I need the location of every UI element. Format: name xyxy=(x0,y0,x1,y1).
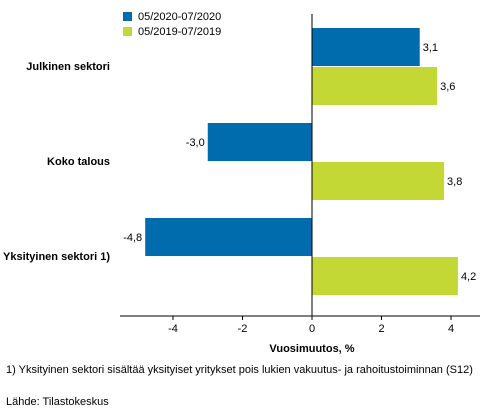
category-label-0: Julkinen sektori xyxy=(26,61,110,73)
chart-footnote: 1) Yksityinen sektori sisältää yksityise… xyxy=(6,364,473,376)
bar-0-1 xyxy=(207,123,312,161)
bar-1-1 xyxy=(312,162,445,200)
legend-swatch-2019 xyxy=(123,27,132,36)
bar-1-2 xyxy=(312,257,458,295)
chart-source: Lähde: Tilastokeskus xyxy=(6,396,109,408)
x-tick-label-1: -2 xyxy=(238,323,248,335)
data-label-1-1: 3,8 xyxy=(447,176,462,188)
x-tick-label-0: -4 xyxy=(168,323,178,335)
data-label-0-0: 3,1 xyxy=(423,42,438,54)
data-label-0-1: -3,0 xyxy=(186,137,205,149)
data-label-0-2: -4,8 xyxy=(123,232,142,244)
x-tick-label-4: 4 xyxy=(448,323,454,335)
x-tick-label-2: 0 xyxy=(309,323,315,335)
x-tick-label-3: 2 xyxy=(378,323,384,335)
legend-label-2020: 05/2020-07/2020 xyxy=(138,10,222,23)
category-label-2: Yksityinen sektori 1) xyxy=(3,251,110,263)
legend-swatch-2020 xyxy=(123,12,132,21)
legend-label-2019: 05/2019-07/2019 xyxy=(138,25,222,38)
chart-legend: 05/2020-07/2020 05/2019-07/2019 xyxy=(123,9,221,39)
legend-item-2019: 05/2019-07/2019 xyxy=(123,24,221,39)
bar-0-2 xyxy=(145,218,312,256)
data-label-1-0: 3,6 xyxy=(440,81,455,93)
bar-1-0 xyxy=(312,67,438,105)
data-label-1-2: 4,2 xyxy=(461,271,476,283)
category-label-1: Koko talous xyxy=(47,156,110,168)
x-axis-title: Vuosimuutos, % xyxy=(269,343,354,355)
bar-0-0 xyxy=(312,28,420,66)
legend-item-2020: 05/2020-07/2020 xyxy=(123,9,221,24)
